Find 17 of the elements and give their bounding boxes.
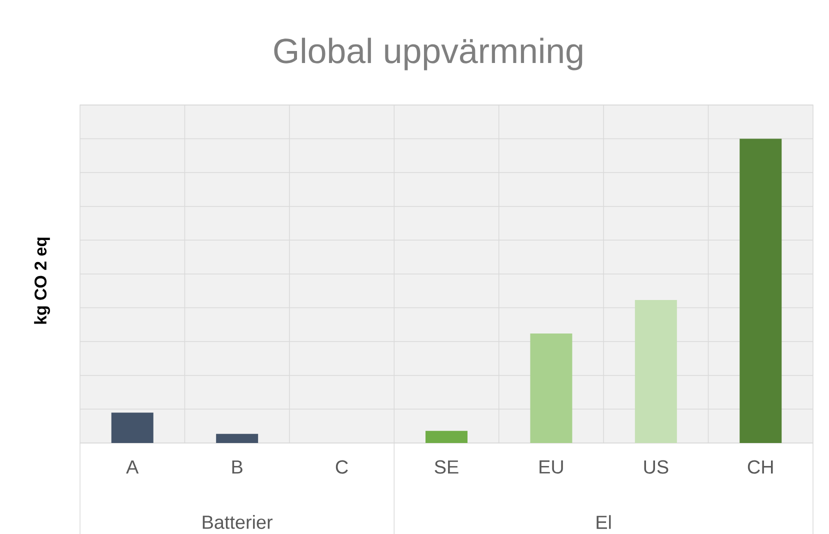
text: Batterier xyxy=(202,515,273,529)
x-tick-label: B xyxy=(232,460,242,474)
bar xyxy=(216,434,258,443)
text: El xyxy=(596,515,611,529)
x-tick-label: EU xyxy=(540,460,563,474)
bar xyxy=(740,138,782,443)
bar xyxy=(530,333,572,443)
x-tick-label: US xyxy=(644,460,668,474)
bar xyxy=(111,412,154,443)
bar xyxy=(634,300,677,443)
x-tick-label: SE xyxy=(434,460,458,474)
x-tick-label: C xyxy=(336,460,348,474)
chart-title: Global uppvärmning xyxy=(274,38,582,70)
bar xyxy=(426,430,468,443)
x-tick-label: A xyxy=(126,460,139,474)
y-axis-title: kg CO 2 eq xyxy=(34,238,50,324)
x-tick-label: CH xyxy=(748,460,773,474)
